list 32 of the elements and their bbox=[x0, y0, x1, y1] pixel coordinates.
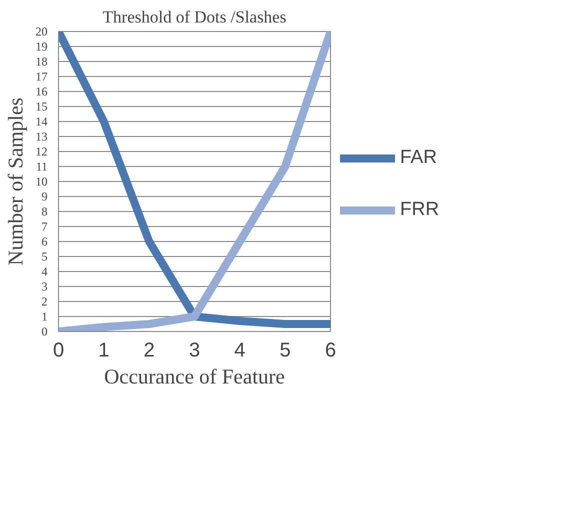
y-tick-label: 13 bbox=[36, 130, 48, 144]
y-tick-label: 20 bbox=[36, 24, 48, 38]
y-axis-title: Number of Samples bbox=[4, 98, 28, 266]
x-tick-label: 3 bbox=[188, 340, 200, 362]
x-tick-label: 2 bbox=[144, 340, 155, 362]
y-tick-label: 18 bbox=[36, 54, 48, 68]
y-tick-label: 3 bbox=[42, 280, 48, 294]
y-tick-label: 2 bbox=[42, 294, 48, 308]
y-tick-label: 16 bbox=[36, 84, 48, 98]
y-tick-label: 8 bbox=[42, 204, 48, 218]
x-tick-label: 6 bbox=[324, 340, 336, 362]
x-tick-label: 5 bbox=[280, 340, 291, 362]
x-tick-label: 1 bbox=[98, 340, 110, 362]
y-tick-label: 9 bbox=[42, 190, 48, 204]
y-tick-label: 4 bbox=[42, 264, 48, 278]
y-tick-label: 5 bbox=[42, 250, 48, 264]
legend-label: FAR bbox=[400, 147, 437, 169]
y-tick-label: 14 bbox=[36, 114, 48, 128]
x-tick-label: 4 bbox=[234, 340, 246, 362]
y-tick-label: 15 bbox=[36, 100, 48, 114]
legend-label: FRR bbox=[400, 199, 440, 221]
y-tick-label: 10 bbox=[36, 174, 48, 188]
y-tick-label: 11 bbox=[36, 160, 48, 174]
x-axis-title: Occurance of Feature bbox=[104, 364, 285, 388]
y-tick-label: 6 bbox=[42, 234, 48, 248]
y-tick-label: 19 bbox=[36, 40, 48, 54]
y-tick-label: 1 bbox=[42, 310, 48, 324]
y-tick-label: 17 bbox=[36, 70, 48, 84]
chart-title: Threshold of Dots /Slashes bbox=[102, 8, 286, 26]
y-tick-label: 12 bbox=[36, 144, 48, 158]
y-tick-label: 0 bbox=[42, 324, 48, 338]
y-tick-label: 7 bbox=[42, 220, 48, 234]
